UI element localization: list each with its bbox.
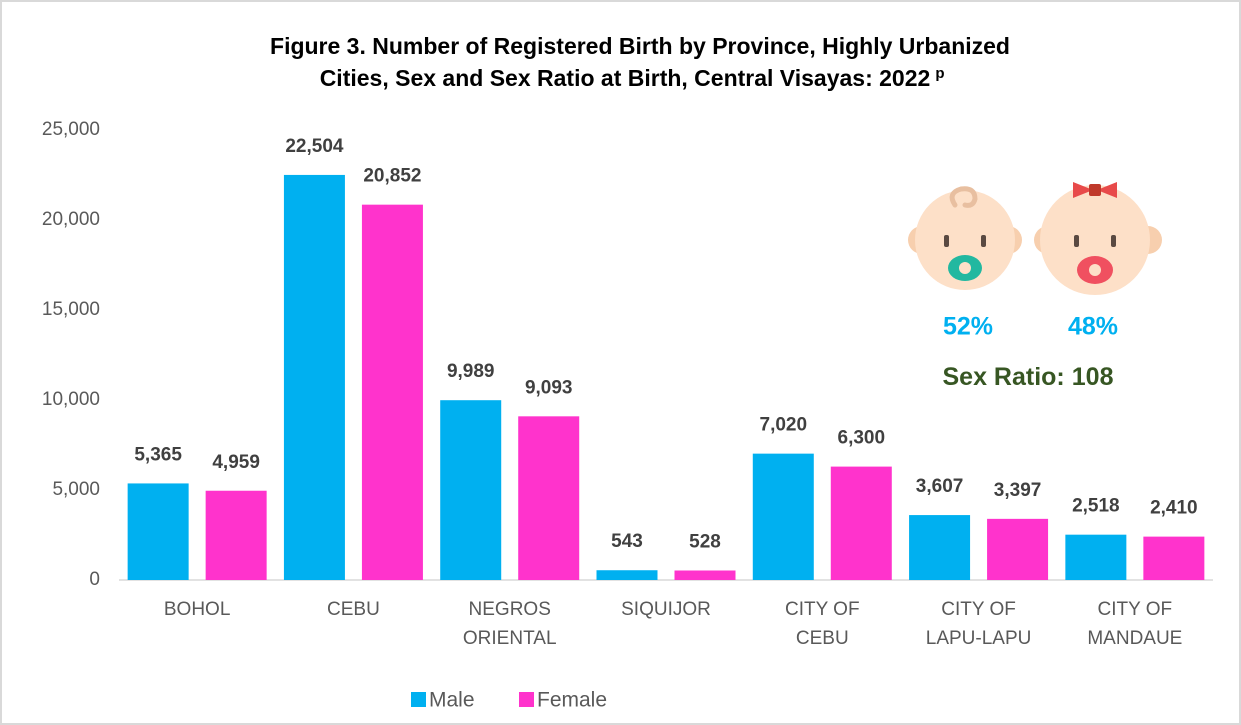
bar xyxy=(284,175,345,580)
sex-ratio-label: Sex Ratio: xyxy=(943,363,1065,391)
sex-ratio: Sex Ratio:108 xyxy=(943,363,1114,391)
male-share: 52% xyxy=(943,313,993,341)
title-superscript: p xyxy=(935,65,944,82)
bar xyxy=(518,416,579,580)
x-tick-label: ORIENTAL xyxy=(463,628,557,649)
chart-title: Cities, Sex and Sex Ratio at Birth, Cent… xyxy=(320,65,931,91)
value-label: 3,607 xyxy=(916,476,964,497)
y-tick-label: 10,000 xyxy=(42,389,100,410)
chart-title: Figure 3. Number of Registered Birth by … xyxy=(270,33,1010,59)
x-tick-label: CEBU xyxy=(327,599,380,620)
x-tick-label: MANDAUE xyxy=(1087,628,1182,649)
bar xyxy=(1065,535,1126,580)
y-tick-label: 25,000 xyxy=(42,119,100,140)
legend-swatch xyxy=(411,692,426,707)
bar xyxy=(675,570,736,580)
x-tick-label: CEBU xyxy=(796,628,849,649)
sex-ratio-value: 108 xyxy=(1072,363,1114,391)
value-label: 9,093 xyxy=(525,377,573,398)
legend-label: Female xyxy=(537,689,607,712)
value-label: 22,504 xyxy=(285,136,344,157)
bar xyxy=(1143,537,1204,580)
y-tick-label: 15,000 xyxy=(42,299,100,320)
bar xyxy=(987,519,1048,580)
legend-swatch xyxy=(519,692,534,707)
value-label: 3,397 xyxy=(994,480,1042,501)
x-tick-label: LAPU-LAPU xyxy=(926,628,1032,649)
value-label: 528 xyxy=(689,532,721,553)
value-label: 2,518 xyxy=(1072,496,1120,517)
y-tick-label: 5,000 xyxy=(52,479,100,500)
value-label: 2,410 xyxy=(1150,498,1198,519)
bar xyxy=(831,467,892,580)
value-label: 543 xyxy=(611,531,643,552)
value-label: 5,365 xyxy=(134,444,182,465)
value-label: 4,959 xyxy=(212,452,260,473)
chart: Figure 3. Number of Registered Birth by … xyxy=(0,0,1241,725)
x-tick-label: CITY OF xyxy=(1098,599,1173,620)
x-tick-label: CITY OF xyxy=(785,599,860,620)
bar xyxy=(909,515,970,580)
value-label: 9,989 xyxy=(447,361,495,382)
x-tick-label: NEGROS xyxy=(469,599,551,620)
x-tick-label: SIQUIJOR xyxy=(621,599,711,620)
bar xyxy=(128,483,189,580)
bar xyxy=(440,400,501,580)
y-tick-label: 0 xyxy=(89,569,100,590)
value-label: 6,300 xyxy=(838,428,886,449)
legend-label: Male xyxy=(429,689,475,712)
x-tick-label: BOHOL xyxy=(164,599,231,620)
value-label: 20,852 xyxy=(363,166,421,187)
bar xyxy=(753,454,814,580)
female-share: 48% xyxy=(1068,313,1118,341)
x-tick-label: CITY OF xyxy=(941,599,1016,620)
value-label: 7,020 xyxy=(760,415,808,436)
bar xyxy=(362,205,423,580)
y-tick-label: 20,000 xyxy=(42,209,100,230)
bar xyxy=(206,491,267,580)
bar xyxy=(597,570,658,580)
